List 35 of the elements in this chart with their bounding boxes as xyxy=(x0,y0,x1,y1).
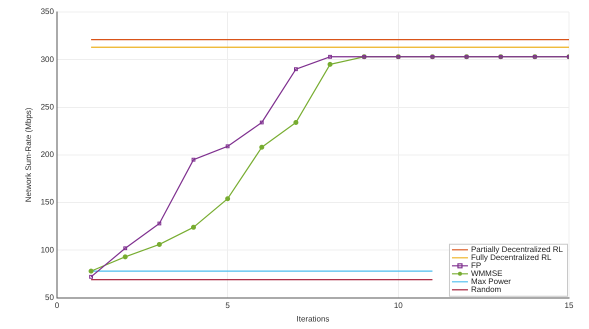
point xyxy=(89,274,93,279)
point xyxy=(192,158,196,162)
y-tick-label: 350 xyxy=(40,7,54,16)
point xyxy=(293,120,298,126)
point xyxy=(260,120,264,124)
y-tick-label: 250 xyxy=(40,102,54,112)
y-axis-title: Network Sum-Rate (Mbps) xyxy=(24,107,34,202)
y-tick-label: 150 xyxy=(40,198,54,207)
y-tick-label: 50 xyxy=(45,293,54,302)
legend-label: Max Power xyxy=(470,277,512,286)
legend-label: Fully Decentralized RL xyxy=(470,253,552,262)
point xyxy=(157,222,162,226)
point xyxy=(225,196,230,202)
x-axis-title: Iterations xyxy=(296,314,330,324)
point xyxy=(259,144,264,150)
x-tick-label: 10 xyxy=(394,300,404,310)
legend-label: FP xyxy=(470,261,482,270)
legend-label: Random xyxy=(470,285,502,294)
x-tick-label: 5 xyxy=(225,300,230,310)
point xyxy=(156,242,162,247)
y-tick-label: 100 xyxy=(40,245,54,254)
legend-label: WMMSE xyxy=(470,269,503,278)
point xyxy=(123,246,128,250)
point xyxy=(328,62,333,67)
x-tick-label: 15 xyxy=(564,300,574,310)
y-tick-label: 300 xyxy=(40,54,54,64)
point xyxy=(190,224,196,230)
point xyxy=(122,254,128,260)
point xyxy=(226,144,230,148)
x-tick-label: 0 xyxy=(54,300,60,310)
point xyxy=(294,67,298,72)
y-tick-label: 200 xyxy=(40,150,54,160)
point xyxy=(88,268,94,274)
point xyxy=(328,54,332,59)
legend-label: Partially Decentralized RL xyxy=(470,245,564,254)
